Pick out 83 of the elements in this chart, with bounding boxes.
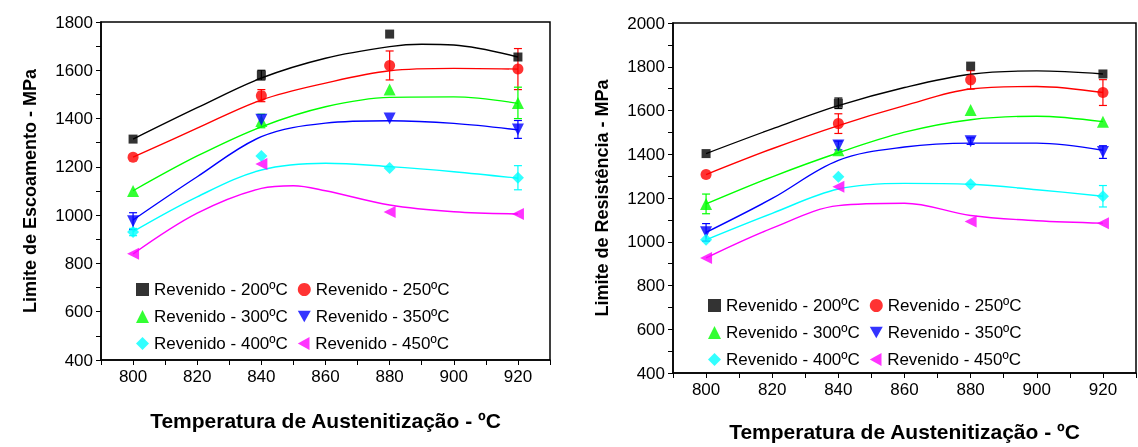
legend-label: Revenido - 400ºC xyxy=(154,334,288,353)
y-tick-label: 2000 xyxy=(627,13,665,33)
point xyxy=(383,162,396,175)
y-tick-label: 1400 xyxy=(627,144,665,164)
point xyxy=(384,59,396,71)
point xyxy=(127,247,140,260)
x-tick-label: 820 xyxy=(758,380,787,399)
x-axis-title: Temperatura de Austenitização - ºC xyxy=(150,409,501,432)
x-tick-label: 820 xyxy=(183,367,212,386)
point xyxy=(383,206,396,218)
legend-label: Revenido - 300ºC xyxy=(726,323,860,342)
point xyxy=(832,170,845,183)
point xyxy=(127,151,139,163)
x-tick-label: 860 xyxy=(890,380,919,399)
point xyxy=(513,52,523,62)
point xyxy=(1097,87,1109,99)
x-axis-title: Temperatura de Austenitização - ºC xyxy=(729,420,1080,443)
x-tick-label: 900 xyxy=(1022,380,1051,399)
point xyxy=(832,180,845,193)
point xyxy=(1096,217,1109,230)
y-axis-title: Limite de Resistência - MPa xyxy=(592,78,612,317)
x-tick-label: 860 xyxy=(311,367,340,386)
x-tick-label: 920 xyxy=(1088,380,1118,399)
y-tick-label: 600 xyxy=(64,302,93,322)
point xyxy=(128,134,138,144)
x-tick-label: 880 xyxy=(375,367,404,386)
point xyxy=(1098,69,1108,79)
legend-label: Revenido - 450ºC xyxy=(887,350,1021,369)
legend-label: Revenido - 200ºC xyxy=(154,280,288,299)
point xyxy=(255,149,268,162)
point xyxy=(383,112,396,125)
point xyxy=(511,96,524,109)
y-tick-label: 800 xyxy=(636,276,665,295)
y-tick-label: 1800 xyxy=(55,12,93,32)
y-tick-label: 1800 xyxy=(627,57,665,77)
x-tick-label: 880 xyxy=(956,380,985,399)
point xyxy=(700,251,713,264)
x-tick-label: 800 xyxy=(691,380,721,399)
legend-label: Revenido - 350ºC xyxy=(315,307,450,326)
legend-label: Revenido - 250ºC xyxy=(315,280,450,299)
point xyxy=(127,185,140,197)
y-tick-label: 1200 xyxy=(627,188,665,208)
point xyxy=(964,178,977,191)
y-tick-label: 1000 xyxy=(627,232,665,252)
legend-label: Revenido - 300ºC xyxy=(154,307,288,326)
point xyxy=(383,83,396,96)
x-tick-label: 840 xyxy=(247,367,276,386)
y-tick-label: 1600 xyxy=(55,60,93,80)
point xyxy=(511,171,524,184)
point xyxy=(511,123,524,136)
point xyxy=(700,233,713,246)
point xyxy=(255,157,268,170)
point xyxy=(701,149,711,159)
legend-label: Revenido - 350ºC xyxy=(887,323,1022,342)
point xyxy=(512,63,524,75)
y-tick-label: 1000 xyxy=(55,205,93,225)
legend-label: Revenido - 250ºC xyxy=(887,296,1022,315)
y-tick-label: 600 xyxy=(636,319,665,339)
y-axis-title: Limite de Escoamento - MPa xyxy=(20,67,40,314)
point xyxy=(700,197,713,210)
x-tick-label: 800 xyxy=(118,367,148,386)
point xyxy=(964,215,977,228)
y-tick-label: 400 xyxy=(636,363,665,383)
y-tick-label: 1200 xyxy=(55,157,93,177)
legend-label: Revenido - 450ºC xyxy=(315,334,449,353)
point xyxy=(964,104,977,117)
legend-label: Revenido - 200ºC xyxy=(726,296,860,315)
point xyxy=(832,118,844,130)
point xyxy=(966,61,976,71)
y-tick-label: 800 xyxy=(64,253,93,273)
point xyxy=(965,74,977,86)
x-tick-label: 920 xyxy=(503,367,533,386)
point xyxy=(700,169,712,181)
y-tick-label: 1400 xyxy=(55,109,93,129)
x-tick-label: 840 xyxy=(824,380,853,399)
point xyxy=(1096,115,1109,128)
y-tick-label: 1600 xyxy=(627,101,665,120)
point xyxy=(385,29,395,39)
point xyxy=(1096,190,1109,203)
x-tick-label: 900 xyxy=(439,367,468,386)
y-tick-label: 400 xyxy=(64,350,93,370)
point xyxy=(511,207,524,220)
legend-label: Revenido - 400ºC xyxy=(726,350,860,369)
